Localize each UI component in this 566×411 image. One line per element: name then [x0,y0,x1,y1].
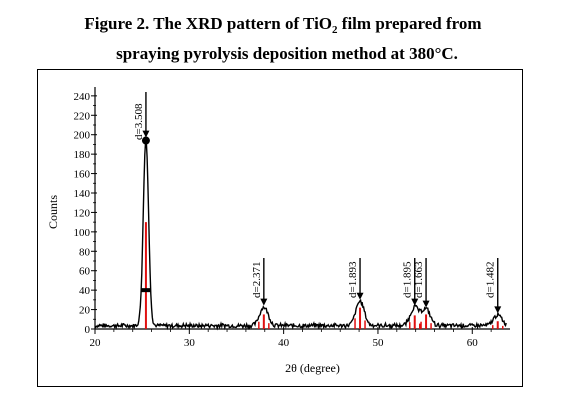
x-tick-label: 50 [372,337,384,349]
y-tick-label: 40 [79,285,91,297]
peak-arrow-head [422,300,430,308]
peak-arrow-head [142,130,150,138]
peak-label: d=2.371 [251,262,263,298]
x-tick-label: 30 [184,337,196,349]
y-axis-label: Counts [46,195,60,229]
y-tick-label: 100 [74,227,91,239]
peak-marker-dot [141,136,150,145]
peak-label: d=1.893 [347,261,359,298]
x-axis-label: 2θ (degree) [285,361,340,375]
peak-label: d=1.895 [402,261,414,298]
x-tick-label: 20 [90,337,102,349]
peak-label: d=1.663 [413,261,425,298]
caption-line1: Figure 2. The XRD pattern of TiO2 film p… [84,14,482,36]
chart-frame [37,69,523,387]
y-tick-label: 140 [74,188,91,200]
peak-arrow-head [411,298,419,306]
y-tick-label: 220 [74,110,91,122]
y-tick-label: 80 [79,246,91,258]
peak-label: d=3.508 [133,103,145,140]
caption-line2: spraying pyrolysis deposition method at … [116,44,458,63]
peak-bar-marker [140,288,151,293]
peak-arrow-head [356,292,364,300]
peak-arrow-head [260,298,268,306]
y-tick-label: 120 [74,207,91,219]
y-tick-label: 60 [79,266,91,278]
figure-caption: Figure 2. The XRD pattern of TiO2 film p… [0,12,566,65]
y-tick-label: 180 [74,149,91,161]
x-tick-label: 40 [278,337,290,349]
xrd-pattern-line [94,140,507,331]
y-tick-label: 0 [85,324,91,336]
y-tick-label: 200 [74,130,91,142]
y-tick-label: 20 [79,305,91,317]
x-tick-label: 60 [467,337,479,349]
peak-arrow-head [494,306,502,314]
y-tick-label: 160 [74,169,91,181]
peak-label: d=1.482 [485,262,497,298]
y-tick-label: 240 [74,91,91,103]
